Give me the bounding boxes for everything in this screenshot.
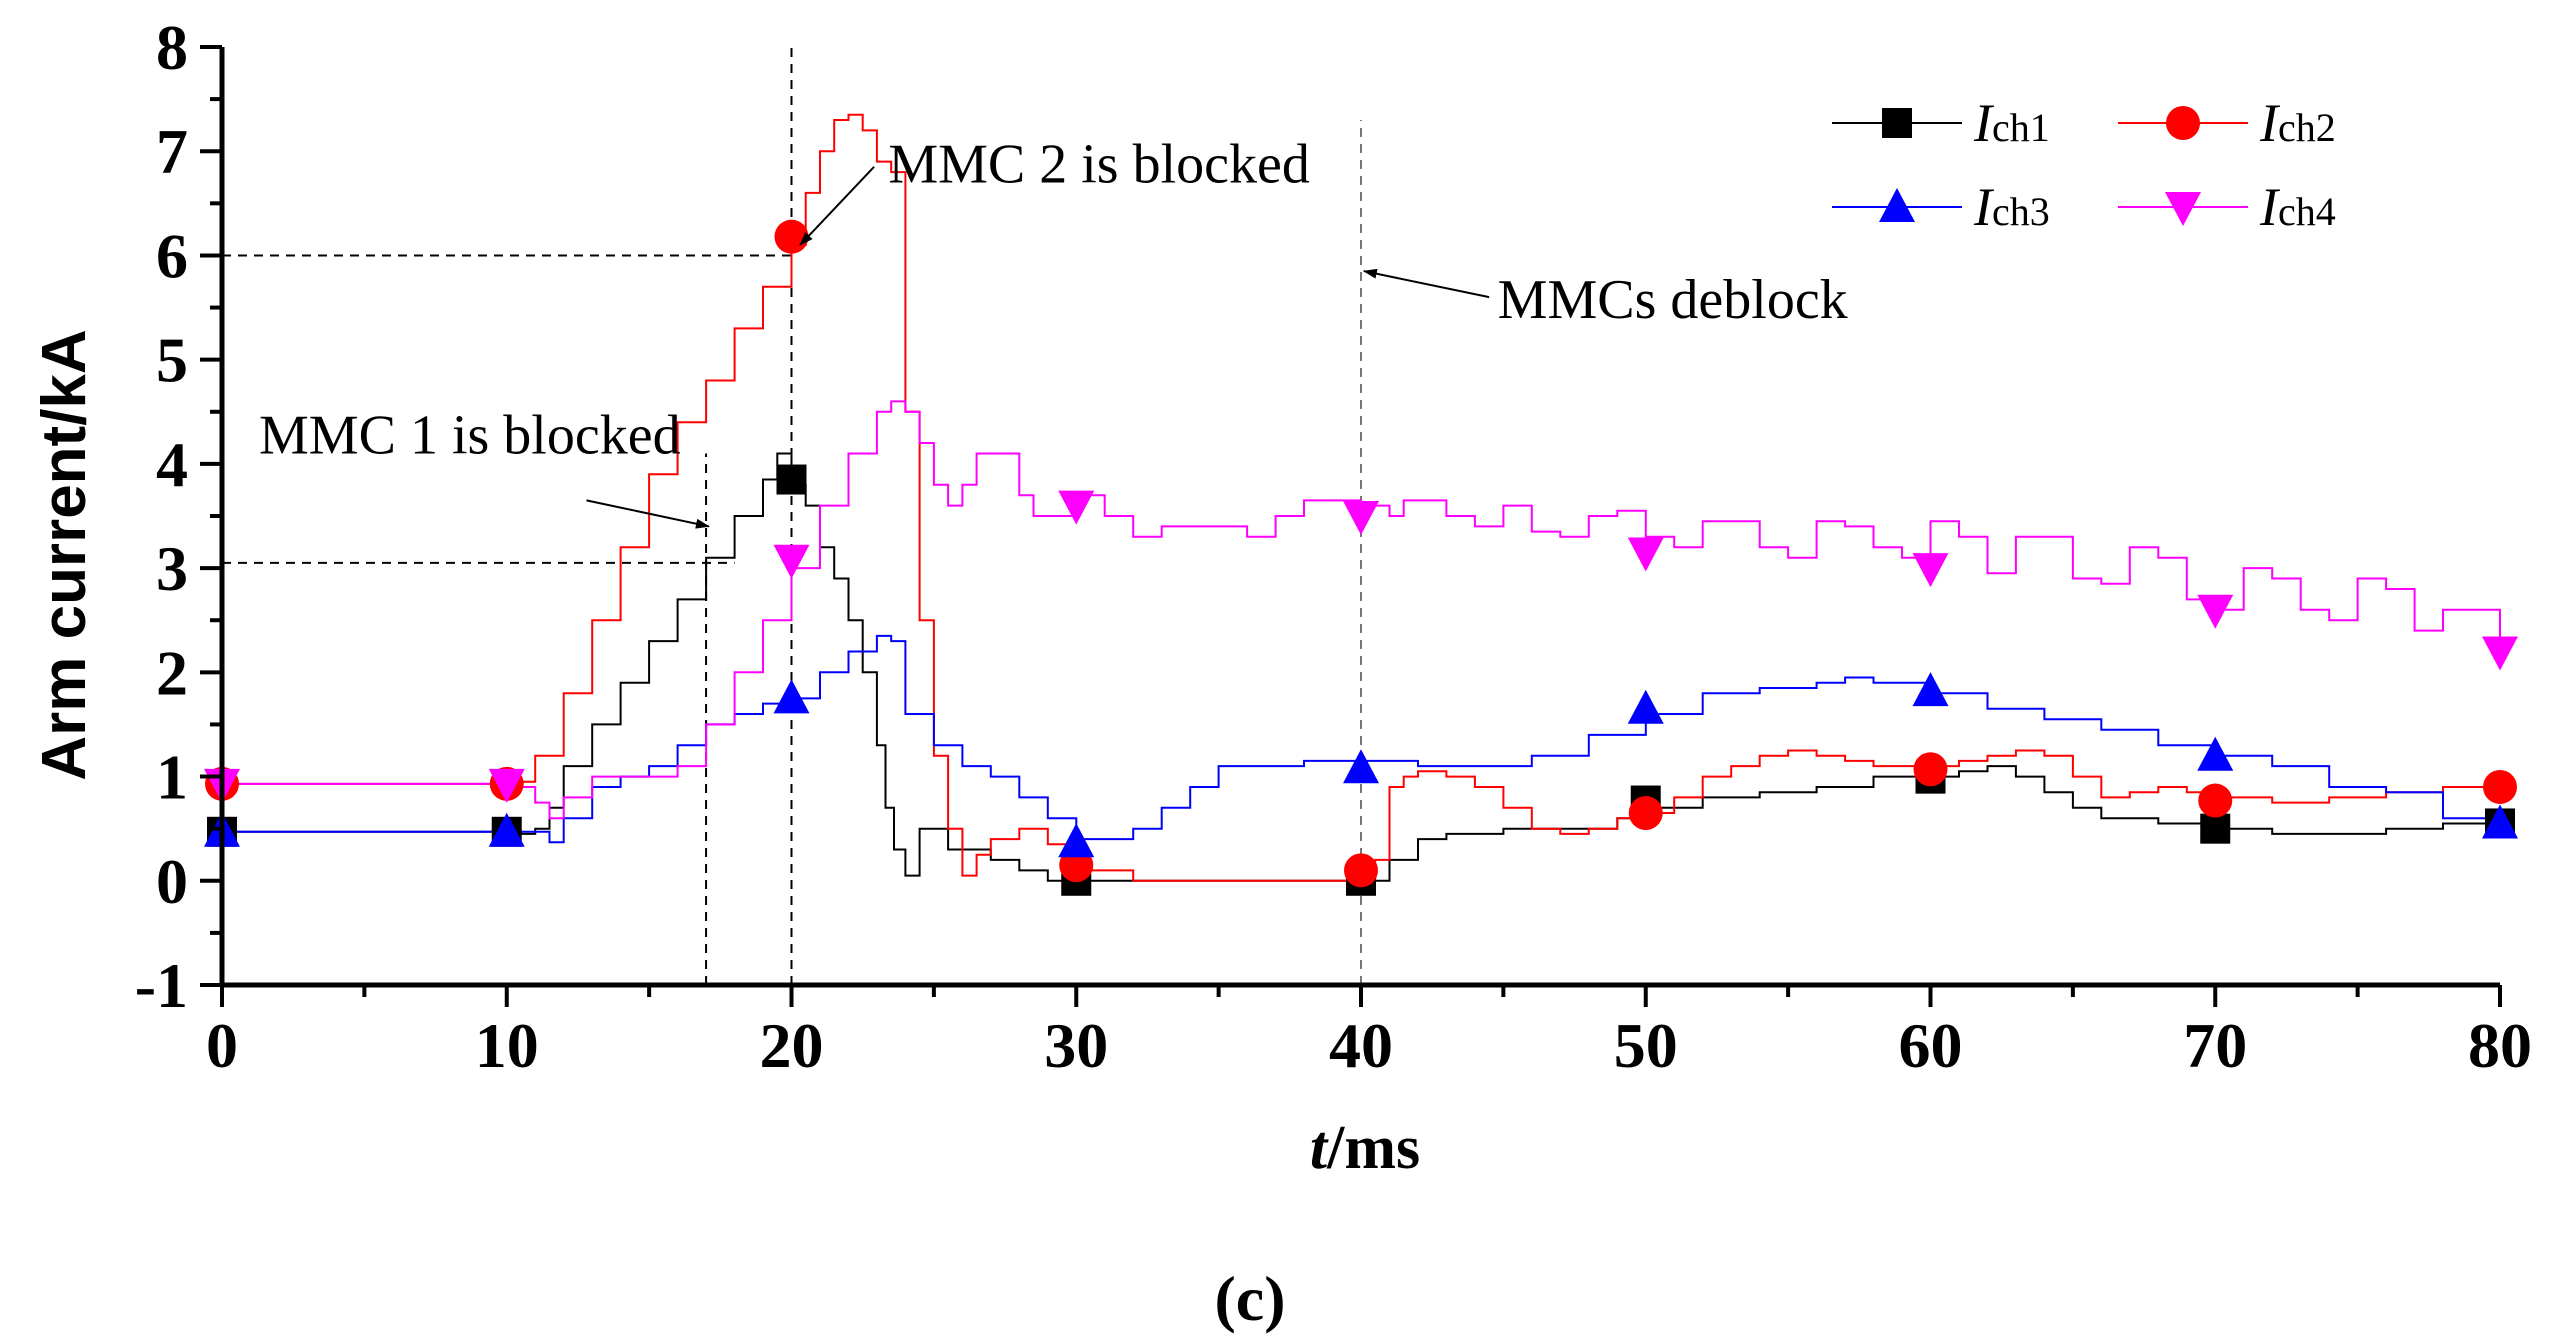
marker-Ich3-60ms (1912, 672, 1949, 707)
series-lines (222, 113, 2501, 882)
marker-Ich4-60ms (1912, 553, 1949, 588)
annotations: MMC 2 is blocked MMC 1 is blocked MMCs deb… (259, 133, 1848, 529)
y-axis-title: Arm current/kA (30, 329, 99, 780)
x-tick-label-20: 20 (760, 1010, 824, 1081)
marker-Ich2-20ms (774, 219, 809, 254)
marker-Ich1-70ms (2200, 813, 2231, 844)
figure-caption: (c) (1214, 1263, 1285, 1334)
mmc2-blocked-annotation-text: MMC 2 is blocked (888, 133, 1310, 195)
legend-marker-Ich3 (1879, 188, 1915, 222)
x-tick-label-70: 70 (2183, 1010, 2247, 1081)
legend-label-sub-Ich2: ch2 (2278, 105, 2336, 150)
x-tick-label-80: 80 (2468, 1010, 2532, 1081)
marker-Ich4-10ms (488, 768, 525, 803)
legend-label-Ich3: Ich3 (1973, 177, 2050, 237)
x-tick-label-40: 40 (1329, 1010, 1393, 1081)
y-tick-label-7: 7 (156, 116, 188, 187)
y-tick-label-3: 3 (156, 533, 188, 604)
marker-Ich4-40ms (1343, 501, 1379, 535)
x-tick-label-10: 10 (475, 1010, 539, 1081)
marker-Ich4-20ms (773, 544, 810, 579)
y-tick-label-1: 1 (156, 742, 188, 813)
y-tick-label--1: -1 (135, 950, 188, 1021)
mmc1-blocked-annotation-text: MMC 1 is blocked (259, 404, 681, 466)
y-tick-label-4: 4 (156, 429, 188, 500)
marker-Ich3-70ms (2197, 736, 2234, 771)
marker-Ich3-40ms (1343, 749, 1379, 784)
marker-Ich2-70ms (2198, 783, 2233, 818)
ticks: 0 10 20 30 40 50 60 70 80 -1 0 1 2 3 4 5 6 7 8 (135, 12, 2532, 1081)
x-tick-label-30: 30 (1044, 1010, 1108, 1081)
series-markers (204, 219, 2518, 896)
marker-Ich4-80ms (2482, 636, 2518, 671)
series-line-Ich1 (222, 452, 2501, 882)
legend-marker-Ich2 (2166, 106, 2200, 140)
series-line-Ich4 (222, 400, 2501, 820)
legend-label-sub-Ich1: ch1 (1992, 105, 2050, 150)
y-tick-label-8: 8 (156, 12, 188, 83)
y-tick-label-0: 0 (156, 846, 188, 917)
legend-label-sub-Ich4: ch4 (2278, 189, 2336, 234)
marker-Ich1-20ms (776, 464, 807, 495)
marker-Ich3-80ms (2482, 804, 2518, 839)
y-tick-label-2: 2 (156, 637, 188, 708)
mmcs-deblock-annotation-arrow (1362, 268, 1490, 299)
marker-Ich2-80ms (2483, 769, 2517, 804)
marker-Ich4-70ms (2197, 594, 2234, 629)
legend-label-sub-Ich3: ch3 (1992, 189, 2050, 234)
x-axis-title: t/ms (1310, 1114, 1420, 1182)
x-axis-title-unit: /ms (1326, 1114, 1420, 1182)
marker-Ich2-40ms (1344, 853, 1378, 888)
legend-label-Ich2: Ich2 (2259, 93, 2336, 153)
marker-Ich3-30ms (1058, 823, 1095, 858)
y-tick-label-6: 6 (156, 220, 188, 291)
marker-Ich2-50ms (1628, 796, 1663, 831)
marker-Ich4-30ms (1058, 490, 1095, 525)
marker-Ich3-50ms (1627, 689, 1664, 724)
marker-Ich2-60ms (1913, 752, 1948, 787)
x-axis-title-italic: t (1310, 1114, 1329, 1182)
mmcs-deblock-annotation-text: MMCs deblock (1498, 269, 1848, 331)
mmc2-blocked-annotation-arrow (799, 166, 875, 246)
legend-label-Ich1: Ich1 (1973, 93, 2050, 153)
legend-marker-Ich1 (1882, 108, 1912, 138)
reference-lines (222, 47, 1362, 985)
y-tick-label-5: 5 (156, 325, 188, 396)
x-tick-label-60: 60 (1899, 1010, 1963, 1081)
legend-marker-Ich4 (2165, 192, 2201, 226)
marker-Ich3-10ms (488, 812, 525, 847)
legend-label-main-Ich4: I (2259, 177, 2281, 237)
series-line-Ich2 (222, 113, 2500, 882)
marker-Ich4-50ms (1627, 537, 1664, 572)
x-tick-label-50: 50 (1614, 1010, 1678, 1081)
marker-Ich3-20ms (773, 679, 810, 714)
legend-label-Ich4: Ich4 (2259, 177, 2336, 237)
x-tick-label-0: 0 (206, 1010, 238, 1081)
mmc1-blocked-annotation-arrow (586, 499, 710, 529)
legend-label-main-Ich2: I (2259, 93, 2281, 153)
legend-label-main-Ich1: I (1973, 93, 1995, 153)
legend-label-main-Ich3: I (1973, 177, 1995, 237)
